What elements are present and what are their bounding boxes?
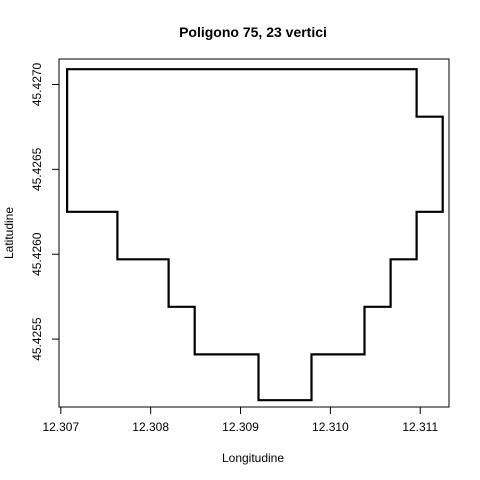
y-tick-label: 45.4265 (30, 147, 44, 191)
chart-title: Poligono 75, 23 vertici (179, 24, 327, 40)
x-tick-label: 12.311 (402, 420, 438, 434)
y-tick-label: 45.4260 (30, 232, 44, 276)
y-tick-label: 45.4270 (30, 62, 44, 106)
polygon-outline (65, 68, 444, 402)
x-tick-label: 12.308 (132, 420, 169, 434)
x-tick-label: 12.309 (222, 420, 259, 434)
y-tick-label: 45.4255 (30, 317, 44, 361)
x-tick-label: 12.307 (42, 420, 79, 434)
x-axis: 12.307 12.308 12.309 12.310 12.311 (42, 406, 438, 434)
y-axis-label: Latitudine (2, 207, 16, 259)
y-axis: 45.4255 45.4260 45.4265 45.4270 (30, 62, 60, 361)
x-tick-label: 12.310 (312, 420, 349, 434)
series-layer (65, 68, 444, 402)
x-axis-label: Longitudine (222, 451, 284, 465)
